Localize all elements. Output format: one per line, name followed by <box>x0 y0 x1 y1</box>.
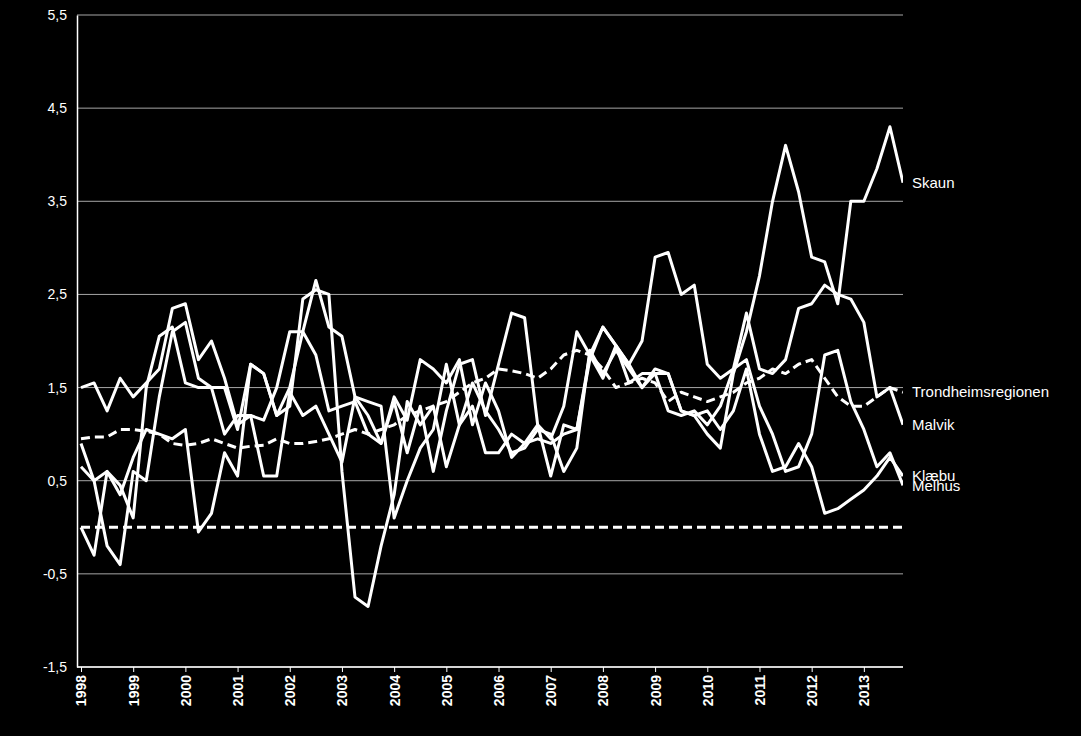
x-tick: 2009 <box>647 667 663 706</box>
y-tick: 3,5 <box>48 193 77 209</box>
x-tick-label: 2006 <box>491 675 507 706</box>
y-tick: 0,5 <box>48 473 77 489</box>
y-tick-label: 2,5 <box>48 286 68 302</box>
x-tick: 2012 <box>804 667 820 706</box>
x-tick: 2010 <box>700 667 716 706</box>
x-tick-mark <box>342 667 343 672</box>
x-tick: 1998 <box>73 667 89 706</box>
grid <box>77 15 903 667</box>
x-tick-label: 1999 <box>126 675 142 706</box>
x-tick-label: 2004 <box>387 675 403 706</box>
x-tick: 1999 <box>126 667 142 706</box>
x-tick-label: 2000 <box>178 675 194 706</box>
x-tick: 2007 <box>543 667 559 706</box>
x-tick-mark <box>707 667 708 672</box>
background <box>0 0 1081 736</box>
y-tick-label: 5,5 <box>48 7 68 23</box>
x-tick-label: 2008 <box>595 675 611 706</box>
x-tick-label: 2012 <box>804 675 820 706</box>
grid-line <box>77 294 903 295</box>
series-line <box>81 327 903 518</box>
x-tick-mark <box>185 667 186 672</box>
y-axis-line <box>77 16 79 668</box>
grid-line <box>77 573 903 574</box>
chart: -1,5 -0,5 0,5 1,5 2,5 3,5 4,5 5,5 1998 1999 2000 20… <box>0 0 1081 736</box>
series-label: Trondheimsregionen <box>912 383 1049 400</box>
x-tick: 2008 <box>595 667 611 706</box>
y-tick: -1,5 <box>43 659 77 675</box>
series-line <box>81 253 903 472</box>
x-tick-mark <box>812 667 813 672</box>
x-tick: 2001 <box>230 667 246 706</box>
x-tick-mark <box>864 667 865 672</box>
y-tick-label: 1,5 <box>48 380 68 396</box>
x-tick-mark <box>394 667 395 672</box>
grid-line <box>77 201 903 202</box>
x-tick-mark <box>133 667 134 672</box>
x-axis-line <box>77 666 903 668</box>
x-tick-mark <box>81 667 82 672</box>
grid-line <box>77 108 903 109</box>
grid-line <box>77 480 903 481</box>
x-tick-mark <box>290 667 291 672</box>
x-tick: 2003 <box>334 667 350 706</box>
x-tick-mark <box>655 667 656 672</box>
x-tick-mark <box>446 667 447 672</box>
y-tick-label: 4,5 <box>48 100 68 116</box>
series-label: Malvik <box>912 416 955 433</box>
x-tick: 2011 <box>752 667 768 705</box>
y-tick: 2,5 <box>48 286 77 302</box>
x-tick: 2002 <box>282 667 298 706</box>
y-tick: 1,5 <box>48 380 77 396</box>
series-labels: SkaunTrondheimsregionenMalvikKlæbuMelhus <box>912 174 1049 494</box>
x-tick-label: 2005 <box>439 675 455 706</box>
y-tick: 5,5 <box>48 7 77 23</box>
y-tick: -0,5 <box>43 566 77 582</box>
series-label: Melhus <box>912 477 960 494</box>
x-tick: 2004 <box>387 667 403 706</box>
x-tick-label: 2010 <box>700 675 716 706</box>
x-tick-label: 2007 <box>543 675 559 706</box>
y-tick-label: 0,5 <box>48 473 68 489</box>
x-axis: 1998 1999 2000 2001 2002 2003 2004 2005 2006 2007… <box>73 667 903 706</box>
series-label: Skaun <box>912 174 955 191</box>
x-tick-mark <box>551 667 552 672</box>
series-line <box>81 332 903 556</box>
x-tick-mark <box>238 667 239 672</box>
y-tick: 4,5 <box>48 100 77 116</box>
series-line <box>81 127 903 607</box>
x-tick-label: 2009 <box>647 675 663 706</box>
x-tick-label: 2002 <box>282 675 298 706</box>
x-tick-mark <box>759 667 760 672</box>
y-tick-label: 3,5 <box>48 193 68 209</box>
x-tick: 2005 <box>439 667 455 706</box>
y-axis: -1,5 -0,5 0,5 1,5 2,5 3,5 4,5 5,5 <box>43 7 78 675</box>
grid-line <box>77 667 903 668</box>
x-tick-label: 1998 <box>73 675 89 706</box>
x-tick: 2013 <box>856 667 872 706</box>
x-tick-mark <box>499 667 500 672</box>
x-tick: 2006 <box>491 667 507 706</box>
y-tick-label: -0,5 <box>43 566 67 582</box>
lines <box>81 127 903 607</box>
x-tick-label: 2011 <box>752 675 768 706</box>
y-tick-label: -1,5 <box>43 659 67 675</box>
x-tick: 2000 <box>178 667 194 706</box>
grid-line <box>77 15 903 16</box>
x-tick-mark <box>603 667 604 672</box>
x-tick-label: 2013 <box>856 675 872 706</box>
x-tick-label: 2003 <box>334 675 350 706</box>
x-tick-label: 2001 <box>230 675 246 706</box>
series-line <box>81 526 903 529</box>
